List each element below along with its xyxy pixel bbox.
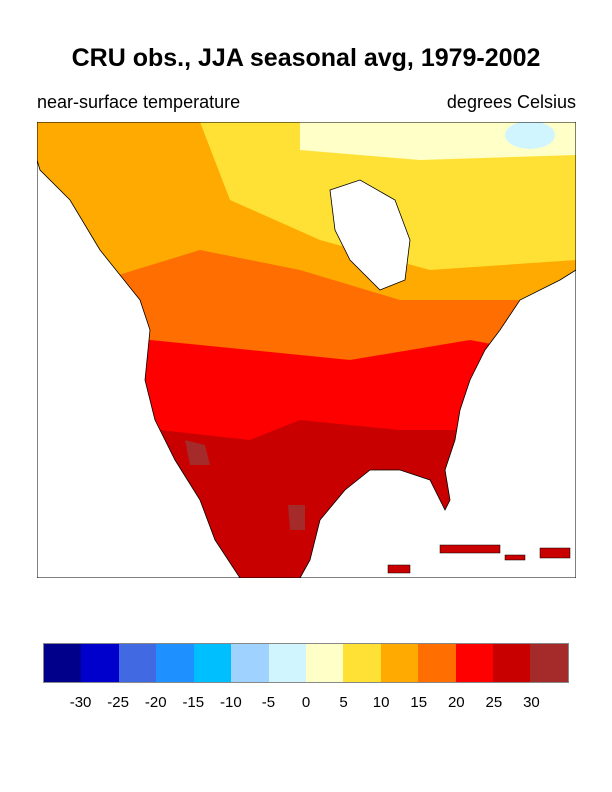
temperature-map: [37, 122, 576, 578]
colorbar-swatch: [380, 644, 419, 682]
colorbar-tick-label: 30: [523, 694, 540, 711]
colorbar-swatch: [343, 644, 381, 682]
colorbar-tick-label: -25: [107, 694, 129, 711]
band-25-30: [160, 420, 576, 578]
colorbar-tick-label: -20: [144, 694, 167, 711]
colorbar-swatch: [193, 644, 232, 682]
colorbar-tick-label: 15: [410, 694, 428, 711]
colorbar-swatch: [231, 644, 269, 682]
colorbar-swatch: [118, 644, 157, 682]
hudson-bay: [329, 179, 411, 291]
colorbar-swatch: [418, 644, 456, 682]
colorbar-swatch: [530, 644, 568, 682]
colorbar-tick-label: 0: [301, 694, 311, 711]
band-30-plus: [185, 440, 210, 465]
colorbar: [43, 643, 569, 683]
colorbar-swatch: [268, 644, 306, 682]
colorbar-swatch: [455, 644, 494, 682]
caribbean-islands: [387, 544, 571, 574]
greenland-cold-region: [505, 122, 555, 149]
band-30-plus: [288, 505, 305, 530]
variable-label: near-surface temperature: [37, 92, 241, 112]
colorbar-swatch: [44, 644, 82, 682]
colorbar-tick-label: -5: [261, 694, 276, 711]
coastline: [37, 122, 576, 578]
colorbar-tick-label: 25: [485, 694, 503, 711]
colorbar-tick-label: -10: [220, 694, 242, 711]
colorbar-tick-label: -30: [69, 694, 92, 711]
colorbar-tick-label: 5: [339, 694, 348, 711]
colorbar-swatch: [305, 644, 344, 682]
colorbar-tick-label: 20: [447, 694, 465, 711]
colorbar-swatch: [81, 644, 119, 682]
units-label: degrees Celsius: [446, 92, 576, 112]
colorbar-swatch: [493, 644, 531, 682]
plot-title: CRU obs., JJA seasonal avg, 1979-2002: [71, 44, 541, 72]
colorbar-tick-label: 10: [372, 694, 390, 711]
colorbar-swatch: [156, 644, 194, 682]
colorbar-tick-label: -15: [182, 694, 205, 711]
